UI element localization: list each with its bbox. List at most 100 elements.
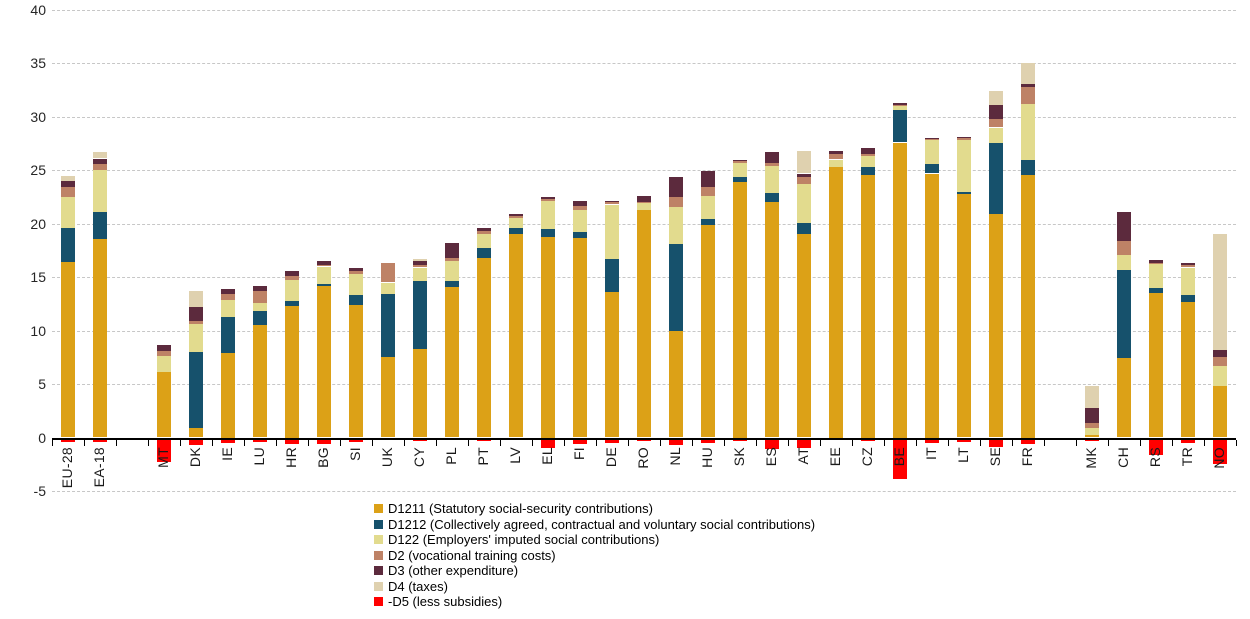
x-axis-category-label: UK — [379, 446, 395, 467]
bar-segment — [349, 304, 363, 438]
bar-segment — [381, 357, 395, 438]
bar-segment — [1021, 86, 1035, 104]
bar-segment — [1085, 386, 1099, 408]
bar-segment — [829, 151, 843, 155]
bar-segment — [989, 105, 1003, 119]
x-axis-tick — [756, 439, 757, 446]
x-axis-category-label: IE — [219, 446, 235, 461]
bar-segment — [733, 176, 747, 182]
y-axis-tick-label: 0 — [38, 429, 46, 446]
bar-segment — [893, 106, 907, 111]
bar-segment — [1117, 211, 1131, 241]
x-axis-tick — [724, 439, 725, 446]
bar-segment — [957, 137, 971, 139]
bar-segment — [637, 202, 651, 204]
x-axis-tick — [596, 439, 597, 446]
x-axis-category-label: CZ — [859, 446, 875, 466]
bar-segment — [925, 138, 939, 140]
bar-segment — [541, 197, 555, 200]
x-axis-category-label: NO — [1211, 446, 1227, 469]
bar-segment — [797, 234, 811, 438]
bar-segment — [925, 438, 939, 443]
bar-segment — [893, 438, 907, 480]
bar-segment — [669, 438, 683, 445]
bar-segment — [733, 160, 747, 163]
legend-item: -D5 (less subsidies) — [374, 595, 815, 609]
legend-swatch — [374, 504, 383, 514]
bar-segment — [253, 291, 267, 303]
bar-segment — [573, 237, 587, 438]
bar-segment — [669, 244, 683, 331]
bar-segment — [157, 372, 171, 438]
x-axis-tick — [148, 439, 149, 446]
x-axis-category-label: LV — [507, 446, 523, 464]
bar-segment — [157, 350, 171, 357]
bar-segment — [861, 438, 875, 441]
bar-segment — [509, 228, 523, 235]
bar-segment — [349, 267, 363, 271]
bar-segment — [1149, 260, 1163, 264]
bar-segment — [1021, 159, 1035, 175]
bar-segment — [893, 105, 907, 107]
x-axis-tick — [1108, 439, 1109, 446]
bar-segment — [605, 201, 619, 203]
x-axis-tick — [788, 439, 789, 446]
bar-segment — [1117, 254, 1131, 270]
bar-segment — [797, 184, 811, 223]
bar-segment — [1085, 422, 1099, 428]
x-axis-category-label: BE — [891, 446, 907, 466]
bar-segment — [1213, 234, 1227, 350]
bar-segment — [797, 173, 811, 177]
bar-segment — [765, 192, 779, 203]
bar-segment — [253, 302, 267, 312]
bar-segment — [957, 191, 971, 194]
bar-segment — [541, 201, 555, 230]
bar-segment — [477, 438, 491, 441]
bar-segment — [1213, 438, 1227, 465]
bar-segment — [541, 438, 555, 449]
gridline — [52, 116, 1236, 118]
x-axis-tick — [916, 439, 917, 446]
bar-segment — [221, 299, 235, 317]
bar-segment — [861, 167, 875, 175]
bar-segment — [797, 222, 811, 235]
x-axis-tick — [84, 439, 85, 446]
x-axis-category-label: PT — [475, 446, 491, 466]
legend-label: D1211 (Statutory social-security contrib… — [388, 501, 653, 516]
y-axis-tick-label: 25 — [30, 162, 46, 179]
bar-segment — [605, 259, 619, 293]
x-axis-tick — [1140, 439, 1141, 446]
legend-item: D122 (Employers' imputed social contribu… — [374, 533, 815, 547]
bar-segment — [861, 154, 875, 157]
bar-segment — [957, 193, 971, 438]
x-axis-tick — [884, 439, 885, 446]
bar-segment — [381, 263, 395, 283]
legend-swatch — [374, 535, 383, 545]
bar-segment — [669, 176, 683, 197]
x-axis-category-label: EL — [539, 446, 555, 465]
x-axis-tick — [1204, 439, 1205, 446]
bar-segment — [509, 214, 523, 217]
x-axis-category-label: LT — [955, 446, 971, 463]
x-axis-category-label: CH — [1115, 446, 1131, 468]
x-axis-category-label: FI — [571, 446, 587, 460]
bar-segment — [413, 281, 427, 349]
bar-segment — [1021, 174, 1035, 438]
bar-segment — [733, 438, 747, 441]
x-axis-tick — [1076, 439, 1077, 446]
bar-segment — [701, 187, 715, 196]
legend-label: D3 (other expenditure) — [388, 563, 519, 578]
x-axis-tick — [532, 439, 533, 446]
x-axis-tick — [180, 439, 181, 446]
x-axis-tick — [244, 439, 245, 446]
bar-segment — [829, 159, 843, 168]
legend-label: D2 (vocational training costs) — [388, 547, 556, 563]
bar-segment — [1021, 104, 1035, 160]
bar-segment — [61, 197, 75, 228]
bar-segment — [829, 154, 843, 160]
bar-segment — [93, 170, 107, 212]
bar-segment — [925, 163, 939, 174]
y-axis-tick-label: 30 — [30, 108, 46, 125]
y-axis-tick-label: 10 — [30, 322, 46, 339]
bar-segment — [765, 202, 779, 438]
